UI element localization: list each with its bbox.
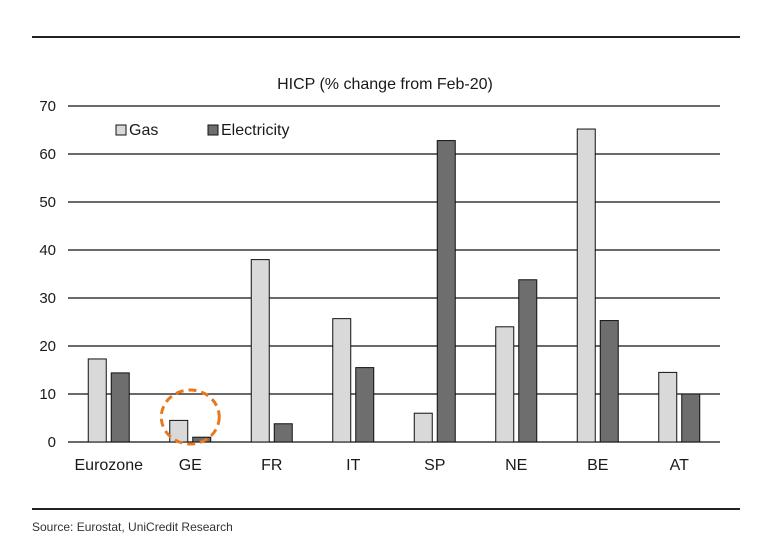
bar-gas-fr — [250, 259, 270, 443]
x-tick-label: Eurozone — [75, 457, 144, 474]
x-tick-label: NE — [505, 457, 527, 474]
legend-label-electricity: Electricity — [221, 122, 289, 139]
bar-electricity-sp — [436, 140, 456, 443]
source-note: Source: Eurostat, UniCredit Research — [32, 520, 233, 534]
bar-electricity-it — [355, 367, 375, 443]
x-tick-label: GE — [179, 457, 202, 474]
chart-title: HICP (% change from Feb-20) — [277, 76, 493, 93]
bar-electricity-at — [681, 393, 701, 443]
y-tick-label: 0 — [48, 434, 56, 451]
x-tick-label: IT — [346, 457, 360, 474]
bar-gas-ge — [169, 419, 189, 443]
x-tick-label: FR — [261, 457, 282, 474]
bar-gas-it — [332, 318, 352, 443]
y-tick-label: 70 — [39, 98, 56, 115]
bar-electricity-ne — [518, 279, 538, 443]
bar-gas-eurozone — [87, 358, 107, 443]
legend-label-gas: Gas — [129, 122, 158, 139]
y-tick-label: 30 — [39, 290, 56, 307]
legend-swatch-electricity — [207, 124, 219, 136]
top-rule — [32, 36, 740, 38]
y-tick-label: 40 — [39, 242, 56, 259]
bar-gas-be — [576, 128, 596, 443]
x-tick-label: AT — [670, 457, 689, 474]
bar-electricity-fr — [273, 423, 293, 443]
y-tick-label: 60 — [39, 146, 56, 163]
y-tick-label: 20 — [39, 338, 56, 355]
x-tick-label: SP — [424, 457, 445, 474]
highlight-circle — [159, 388, 221, 446]
bar-gas-at — [658, 371, 678, 443]
y-tick-label: 10 — [39, 386, 56, 403]
bar-gas-ne — [495, 326, 515, 443]
hicp-bar-chart: HICP (% change from Feb-20) 0 10 20 30 40 50 6… — [39, 76, 720, 474]
y-tick-label: 50 — [39, 194, 56, 211]
bar-electricity-eurozone — [110, 372, 130, 443]
bar-electricity-be — [599, 320, 619, 443]
x-tick-label: BE — [587, 457, 608, 474]
bottom-rule — [32, 508, 740, 510]
legend-swatch-gas — [115, 124, 127, 136]
bar-gas-sp — [413, 412, 433, 443]
